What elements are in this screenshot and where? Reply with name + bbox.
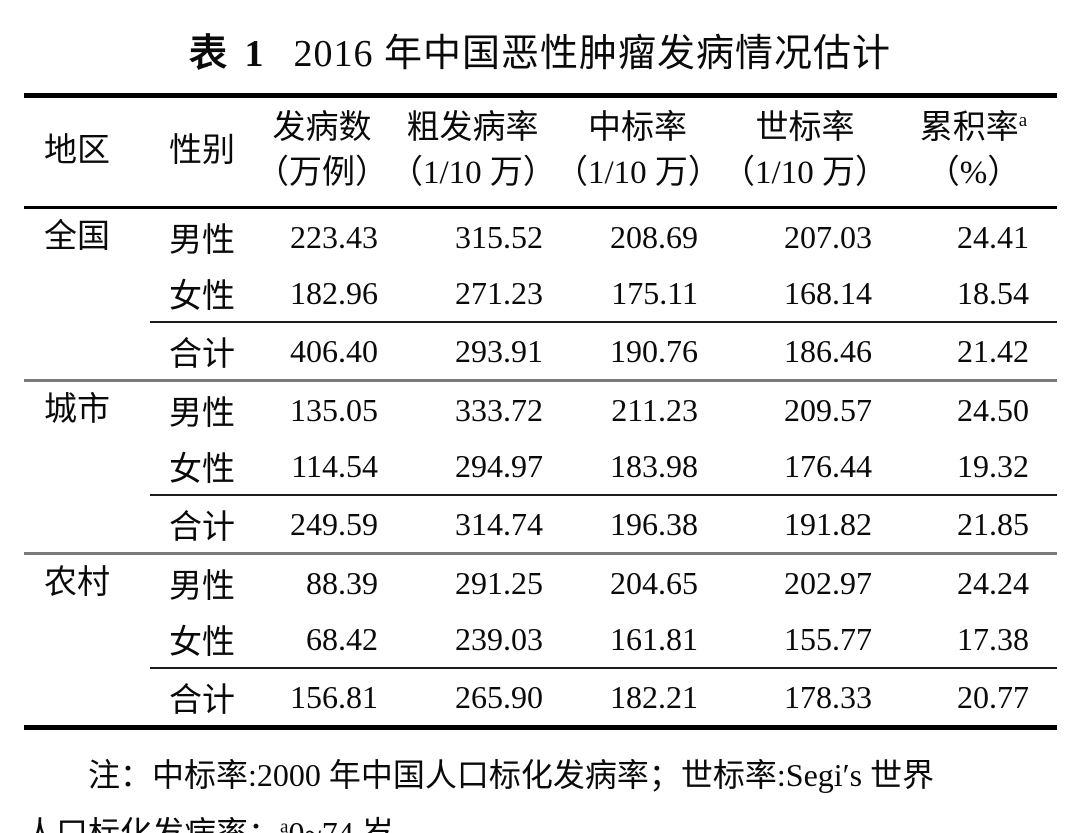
footnote-line-2: 人口标化发病率；a0~74 岁	[24, 804, 1060, 833]
value-cell: 24.50	[957, 391, 1029, 428]
table-row: 女性 114.54 294.97 183.98 176.44 19.32	[24, 438, 1057, 495]
value-cell: 24.41	[957, 218, 1029, 255]
footnote-marker: a	[1018, 110, 1028, 131]
value-cell: 239.03	[455, 620, 543, 657]
header-sex: 性别	[150, 95, 254, 209]
sex-cell: 男性	[169, 223, 235, 259]
value-cell: 265.90	[390, 667, 555, 728]
value-cell: 176.44	[784, 447, 872, 484]
table-row: 女性 182.96 271.23 175.11 168.14 18.54	[24, 265, 1057, 322]
incidence-table: 地区 性别 发病数 （万例） 粗发病率 （1/10 万） 中标率 （1/10 万…	[24, 93, 1057, 730]
table-row-total: 合计 406.40 293.91 190.76 186.46 21.42	[24, 321, 1057, 382]
value-cell: 191.82	[720, 494, 890, 555]
value-cell: 202.97	[784, 564, 872, 601]
sex-cell: 合计	[150, 667, 254, 728]
value-cell: 291.25	[455, 564, 543, 601]
value-cell: 182.96	[290, 274, 378, 311]
value-cell: 20.77	[890, 667, 1057, 728]
header-crude-rate: 粗发病率 （1/10 万）	[390, 95, 556, 209]
region-cell: 全国	[24, 207, 150, 382]
value-cell: 17.38	[957, 620, 1029, 657]
table-row: 农村 男性 88.39 291.25 204.65 202.97 24.24	[24, 554, 1057, 612]
value-cell: 156.81	[254, 667, 390, 728]
value-cell: 178.33	[720, 667, 890, 728]
value-cell: 182.21	[555, 667, 720, 728]
sex-cell: 女性	[169, 452, 235, 488]
value-cell: 223.43	[290, 218, 378, 255]
value-cell: 19.32	[957, 447, 1029, 484]
value-cell: 333.72	[455, 391, 543, 428]
sex-cell: 女性	[169, 625, 235, 661]
value-cell: 135.05	[290, 391, 378, 428]
table-row-total: 合计 156.81 265.90 182.21 178.33 20.77	[24, 667, 1057, 728]
value-cell: 168.14	[784, 274, 872, 311]
table-row: 城市 男性 135.05 333.72 211.23 209.57 24.50	[24, 380, 1057, 555]
table-title-text: 2016 年中国恶性肿瘤发病情况估计	[293, 33, 892, 75]
value-cell: 211.23	[611, 391, 698, 428]
value-cell: 294.97	[455, 447, 543, 484]
value-cell: 207.03	[784, 218, 872, 255]
footnote-marker: a	[280, 816, 289, 833]
value-cell: 183.98	[610, 447, 698, 484]
header-china-std-rate: 中标率 （1/10 万）	[555, 95, 721, 209]
table-footnote: 注：中标率:2000 年中国人口标化发病率；世标率:Segi′s 世界 人口标化…	[24, 746, 1060, 833]
footnote-line-1: 注：中标率:2000 年中国人口标化发病率；世标率:Segi′s 世界	[88, 757, 935, 793]
value-cell: 175.11	[611, 274, 698, 311]
value-cell: 249.59	[254, 494, 390, 555]
value-cell: 204.65	[610, 564, 698, 601]
header-row: 地区 性别 发病数 （万例） 粗发病率 （1/10 万） 中标率 （1/10 万…	[24, 95, 1057, 209]
value-cell: 406.40	[254, 321, 390, 382]
table-row: 女性 68.42 239.03 161.81 155.77 17.38	[24, 611, 1057, 668]
header-region: 地区	[24, 95, 150, 209]
value-cell: 21.85	[890, 494, 1057, 555]
sex-cell: 合计	[150, 494, 254, 555]
value-cell: 271.23	[455, 274, 543, 311]
value-cell: 314.74	[390, 494, 555, 555]
value-cell: 24.24	[957, 564, 1029, 601]
value-cell: 196.38	[555, 494, 720, 555]
sex-cell: 女性	[169, 279, 235, 315]
value-cell: 21.42	[890, 321, 1057, 382]
value-cell: 190.76	[555, 321, 720, 382]
region-cell: 城市	[24, 380, 150, 555]
value-cell: 315.52	[455, 218, 543, 255]
header-cumulative-rate: 累积率a （%）	[890, 95, 1057, 209]
value-cell: 208.69	[610, 218, 698, 255]
table-row: 全国 男性 223.43 315.52 208.69 207.03 24.41	[24, 207, 1057, 382]
value-cell: 18.54	[957, 274, 1029, 311]
table-row-total: 合计 249.59 314.74 196.38 191.82 21.85	[24, 494, 1057, 555]
header-cases: 发病数 （万例）	[254, 95, 390, 209]
value-cell: 155.77	[784, 620, 872, 657]
table-title: 表 1 2016 年中国恶性肿瘤发病情况估计	[0, 0, 1080, 77]
table-number: 表 1	[188, 33, 268, 75]
sex-cell: 男性	[169, 396, 235, 432]
sex-cell: 男性	[169, 569, 235, 605]
value-cell: 88.39	[306, 564, 378, 601]
header-world-std-rate: 世标率 （1/10 万）	[720, 95, 890, 209]
value-cell: 68.42	[306, 620, 378, 657]
value-cell: 293.91	[390, 321, 555, 382]
value-cell: 161.81	[610, 620, 698, 657]
value-cell: 186.46	[720, 321, 890, 382]
sex-cell: 合计	[150, 321, 254, 382]
value-cell: 209.57	[784, 391, 872, 428]
value-cell: 114.54	[291, 447, 378, 484]
region-cell: 农村	[44, 565, 110, 601]
